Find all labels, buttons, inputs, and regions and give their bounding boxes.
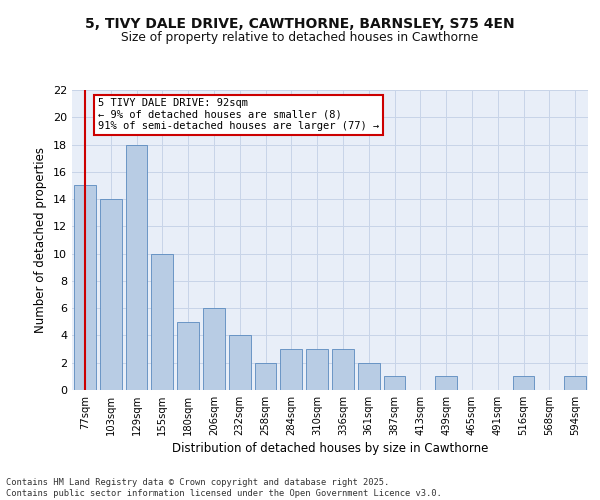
Bar (332, 349, 354, 390)
Bar (306, 349, 328, 390)
Bar (177, 322, 199, 390)
Bar (512, 376, 535, 390)
Text: Size of property relative to detached houses in Cawthorne: Size of property relative to detached ho… (121, 32, 479, 44)
Bar (229, 336, 251, 390)
Y-axis label: Number of detached properties: Number of detached properties (34, 147, 47, 333)
Bar (74, 186, 96, 390)
Bar (435, 376, 457, 390)
Bar (203, 308, 225, 390)
Bar (280, 349, 302, 390)
X-axis label: Distribution of detached houses by size in Cawthorne: Distribution of detached houses by size … (172, 442, 488, 455)
Text: 5 TIVY DALE DRIVE: 92sqm
← 9% of detached houses are smaller (8)
91% of semi-det: 5 TIVY DALE DRIVE: 92sqm ← 9% of detache… (98, 98, 379, 132)
Bar (100, 199, 122, 390)
Text: Contains HM Land Registry data © Crown copyright and database right 2025.
Contai: Contains HM Land Registry data © Crown c… (6, 478, 442, 498)
Bar (564, 376, 586, 390)
Bar (383, 376, 406, 390)
Bar (125, 144, 148, 390)
Text: 5, TIVY DALE DRIVE, CAWTHORNE, BARNSLEY, S75 4EN: 5, TIVY DALE DRIVE, CAWTHORNE, BARNSLEY,… (85, 18, 515, 32)
Bar (151, 254, 173, 390)
Bar (254, 362, 277, 390)
Bar (358, 362, 380, 390)
